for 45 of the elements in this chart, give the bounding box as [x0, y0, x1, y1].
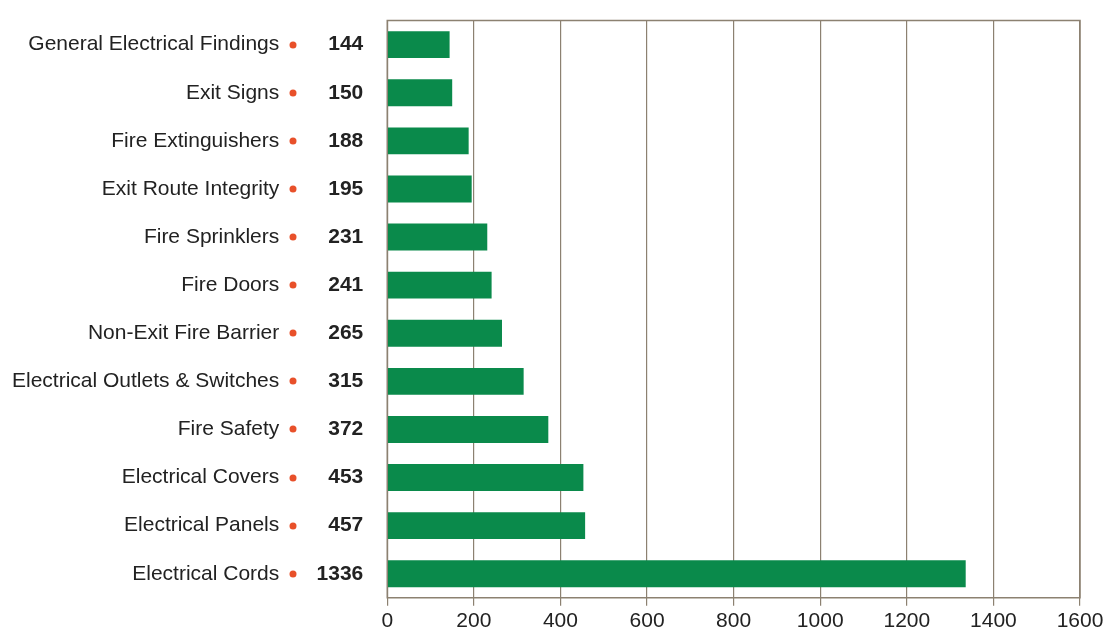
data-label: 150: [328, 79, 364, 103]
data-label: 315: [328, 368, 364, 392]
bar: [387, 79, 453, 107]
bar: [387, 464, 584, 492]
data-label: 372: [328, 416, 364, 440]
x-tick-label: 1600: [1056, 608, 1104, 632]
bar: [387, 319, 502, 347]
bar: [387, 175, 472, 203]
data-label: 188: [328, 127, 364, 151]
x-tick-label: 800: [716, 608, 752, 632]
bar: [387, 127, 469, 155]
x-tick-label: 1400: [970, 608, 1017, 632]
x-tick-label: 0: [381, 608, 394, 632]
bar: [387, 271, 492, 299]
x-tick-label: 1000: [796, 608, 844, 632]
bar: [387, 512, 586, 540]
x-tick-label: 600: [629, 608, 665, 632]
y-tick-label: Electrical Cords: [132, 560, 280, 584]
bar: [387, 415, 549, 443]
data-label: 195: [328, 175, 364, 199]
y-tick-label: Fire Sprinklers: [143, 223, 280, 247]
y-tick-label: Fire Doors: [181, 271, 280, 295]
bar: [387, 560, 966, 588]
y-tick-label: Electrical Covers: [121, 464, 280, 488]
data-label: 265: [328, 320, 364, 344]
y-tick-label: Exit Signs: [185, 79, 280, 103]
y-tick-label: Non-Exit Fire Barrier: [87, 320, 280, 344]
data-label: 241: [328, 271, 364, 295]
bar: [387, 223, 488, 251]
data-label: 1336: [316, 560, 364, 584]
y-tick-label: Fire Safety: [177, 416, 280, 440]
data-label: 453: [328, 464, 364, 488]
bar: [387, 367, 524, 395]
x-tick-label: 400: [542, 608, 578, 632]
x-tick-label: 1200: [883, 608, 931, 632]
y-tick-label: Exit Route Integrity: [101, 175, 280, 199]
data-label: 231: [328, 223, 364, 247]
y-tick-label: General Electrical Findings: [28, 31, 280, 55]
data-label: 144: [328, 31, 364, 55]
bar: [387, 31, 450, 59]
y-tick-label: Fire Extinguishers: [111, 127, 280, 151]
data-label: 457: [328, 512, 364, 536]
y-tick-label: Electrical Outlets & Switches: [11, 368, 280, 392]
x-tick-label: 200: [456, 608, 492, 632]
y-tick-label: Electrical Panels: [124, 512, 280, 536]
